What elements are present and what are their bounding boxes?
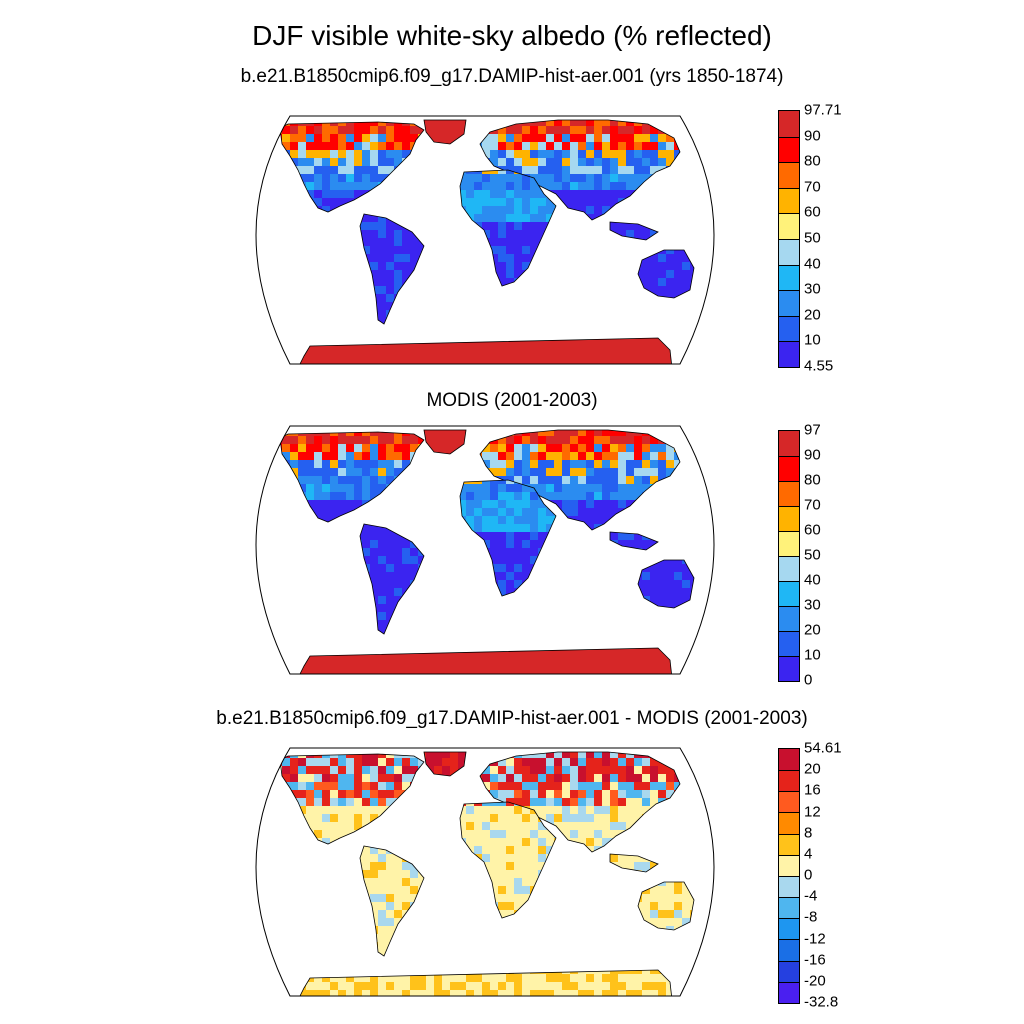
colorbar-swatch (779, 162, 799, 188)
colorbar-tick-label: 4.55 (804, 358, 833, 375)
colorbar-tick-label: 50 (804, 547, 821, 564)
colorbar-swatch (779, 264, 799, 291)
colorbar-tick-label: -12 (804, 930, 826, 947)
colorbar-tick-label: 20 (804, 761, 821, 778)
colorbar-swatch (779, 981, 799, 1003)
colorbar-tick-label: -8 (804, 909, 817, 926)
colorbar-tick-label: 97 (804, 422, 821, 439)
colorbar-swatch (779, 213, 799, 239)
figure-title: DJF visible white-sky albedo (% reflecte… (0, 20, 1024, 52)
colorbar-tick-label: 70 (804, 178, 821, 195)
map-border (255, 115, 715, 365)
colorbar-swatch (779, 791, 799, 813)
colorbar-tick-label: 90 (804, 127, 821, 144)
colorbar-swatch (779, 531, 799, 556)
colorbar-tick-label: 54.61 (804, 740, 842, 757)
colorbar-tick-label: 20 (804, 306, 821, 323)
map-border (255, 747, 715, 997)
colorbar-swatch (779, 897, 799, 919)
colorbar-swatch (779, 918, 799, 940)
colorbar-swatch (779, 315, 799, 342)
colorbar-tick-label: 80 (804, 472, 821, 489)
colorbar-tick-label: 0 (804, 672, 812, 689)
colorbar-swatch (779, 875, 799, 898)
colorbar-tick-label: 20 (804, 622, 821, 639)
colorbar-swatch (779, 136, 799, 163)
panel-3-map (255, 747, 715, 997)
colorbar-swatch (779, 341, 799, 367)
colorbar-swatch (779, 833, 799, 855)
colorbar-swatch (779, 581, 799, 606)
colorbar-swatch (779, 238, 799, 265)
colorbar-tick-label: 40 (804, 255, 821, 272)
colorbar-tick-label: 0 (804, 867, 812, 884)
map-border (255, 425, 715, 675)
colorbar-swatch (779, 770, 799, 792)
colorbar-tick-label: -20 (804, 972, 826, 989)
panel-1-map (255, 115, 715, 365)
colorbar-tick-label: 30 (804, 281, 821, 298)
colorbar-tick-label: 8 (804, 824, 812, 841)
colorbar-swatch (779, 506, 799, 531)
colorbar-tick-label: 97.71 (804, 102, 842, 119)
colorbar-tick-label: 90 (804, 447, 821, 464)
colorbar-tick-label: 40 (804, 572, 821, 589)
colorbar-tick-label: 12 (804, 803, 821, 820)
colorbar-swatch (779, 960, 799, 982)
colorbar-swatch (779, 606, 799, 631)
colorbar-swatch (779, 556, 799, 581)
colorbar-swatch (779, 187, 799, 214)
panel-3-colorbar (778, 748, 800, 1004)
colorbar-tick-label: 80 (804, 153, 821, 170)
panel-3-title: b.e21.B1850cmip6.f09_g17.DAMIP-hist-aer.… (0, 708, 1024, 730)
colorbar-swatch (779, 631, 799, 656)
panel-1-title: b.e21.B1850cmip6.f09_g17.DAMIP-hist-aer.… (0, 66, 1024, 88)
colorbar-swatch (779, 939, 799, 961)
colorbar-tick-label: 60 (804, 522, 821, 539)
colorbar-swatch (779, 854, 799, 876)
colorbar-swatch (779, 812, 799, 834)
colorbar-tick-label: -16 (804, 951, 826, 968)
colorbar-tick-label: 10 (804, 332, 821, 349)
colorbar-tick-label: -4 (804, 888, 817, 905)
colorbar-tick-label: 50 (804, 230, 821, 247)
colorbar-swatch (779, 481, 799, 506)
colorbar-tick-label: 60 (804, 204, 821, 221)
colorbar-tick-label: 10 (804, 647, 821, 664)
colorbar-tick-label: -32.8 (804, 994, 838, 1011)
colorbar-tick-label: 4 (804, 845, 812, 862)
colorbar-tick-label: 30 (804, 597, 821, 614)
colorbar-swatch (779, 431, 799, 456)
colorbar-swatch (779, 656, 799, 681)
panel-2-colorbar (778, 430, 800, 682)
panel-1-colorbar (778, 110, 800, 368)
map-antarctica (298, 970, 672, 996)
panel-2-map (255, 425, 715, 675)
colorbar-tick-label: 16 (804, 782, 821, 799)
colorbar-swatch (779, 111, 799, 137)
colorbar-swatch (779, 290, 799, 316)
colorbar-swatch (779, 456, 799, 481)
panel-2-title: MODIS (2001-2003) (0, 390, 1024, 412)
colorbar-tick-label: 70 (804, 497, 821, 514)
colorbar-swatch (779, 749, 799, 771)
